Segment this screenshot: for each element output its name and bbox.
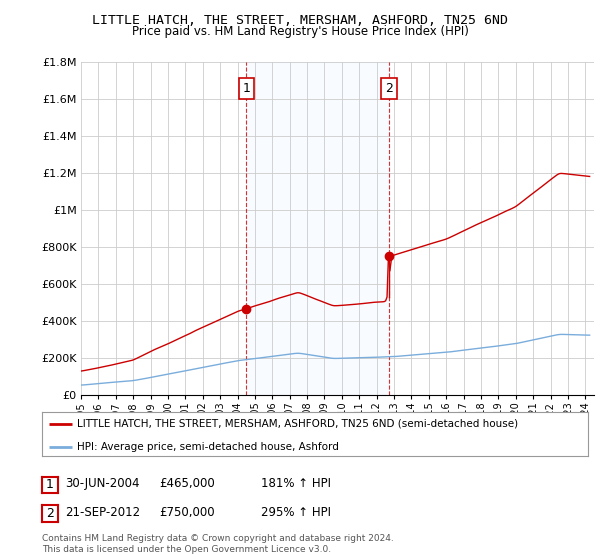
Text: LITTLE HATCH, THE STREET, MERSHAM, ASHFORD, TN25 6ND (semi-detached house): LITTLE HATCH, THE STREET, MERSHAM, ASHFO… [77, 419, 518, 429]
Text: 2: 2 [385, 82, 393, 95]
Text: 21-SEP-2012: 21-SEP-2012 [65, 506, 140, 519]
Text: 2: 2 [46, 507, 54, 520]
Text: 1: 1 [242, 82, 250, 95]
Text: HPI: Average price, semi-detached house, Ashford: HPI: Average price, semi-detached house,… [77, 441, 340, 451]
Text: 30-JUN-2004: 30-JUN-2004 [65, 477, 139, 491]
Text: LITTLE HATCH, THE STREET, MERSHAM, ASHFORD, TN25 6ND: LITTLE HATCH, THE STREET, MERSHAM, ASHFO… [92, 14, 508, 27]
Text: £465,000: £465,000 [159, 477, 215, 491]
Text: £750,000: £750,000 [159, 506, 215, 519]
Text: Contains HM Land Registry data © Crown copyright and database right 2024.: Contains HM Land Registry data © Crown c… [42, 534, 394, 543]
Text: 1: 1 [46, 478, 54, 492]
Text: This data is licensed under the Open Government Licence v3.0.: This data is licensed under the Open Gov… [42, 545, 331, 554]
Text: Price paid vs. HM Land Registry's House Price Index (HPI): Price paid vs. HM Land Registry's House … [131, 25, 469, 38]
Bar [246, 62, 389, 395]
Text: 181% ↑ HPI: 181% ↑ HPI [261, 477, 331, 491]
Text: 295% ↑ HPI: 295% ↑ HPI [261, 506, 331, 519]
